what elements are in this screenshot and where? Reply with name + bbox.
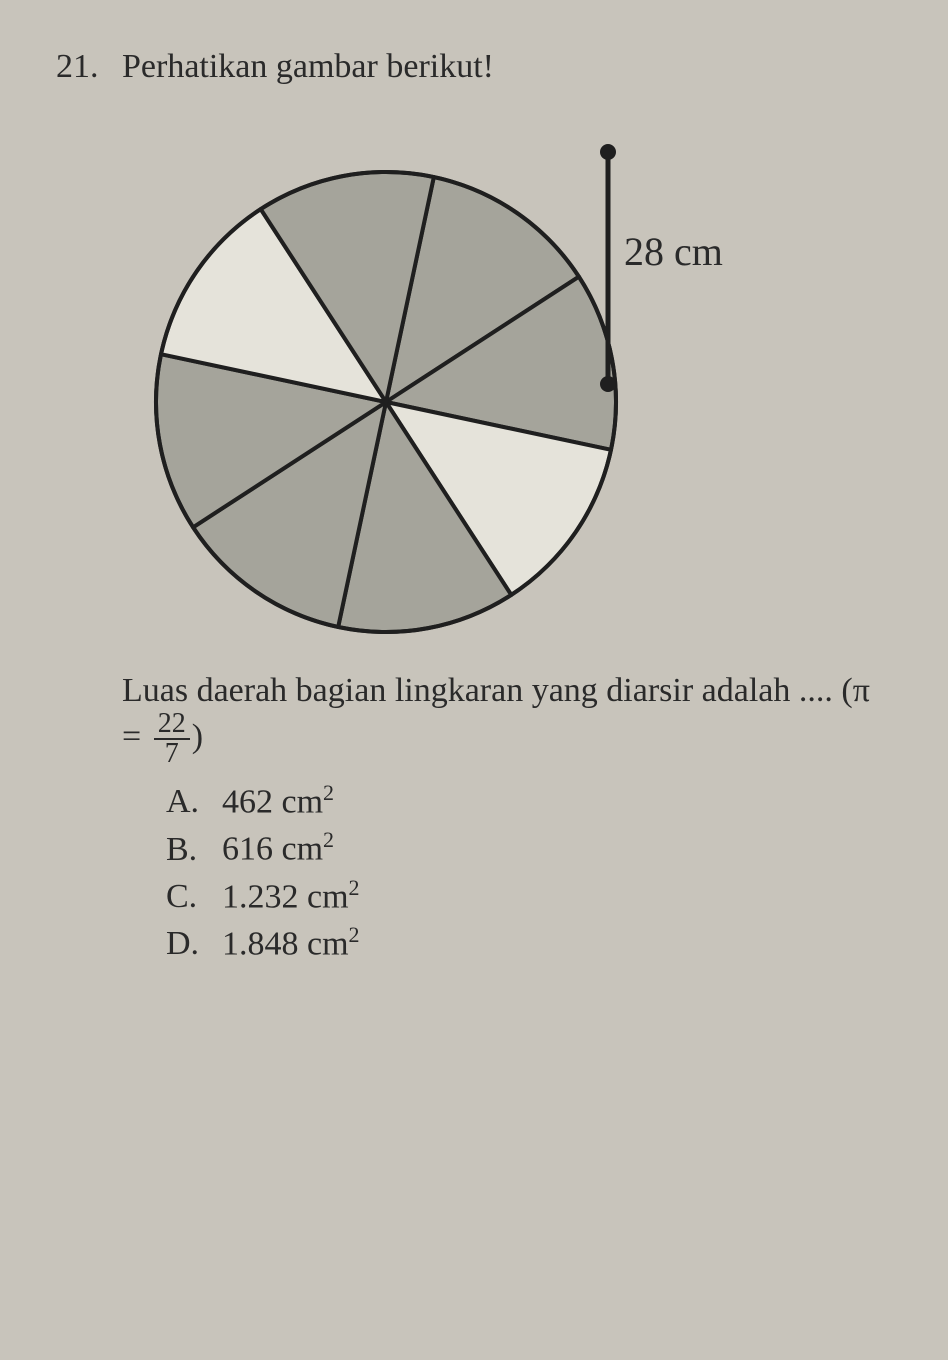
option-a: A. 462 cm2 <box>166 780 892 821</box>
option-letter: B. <box>166 831 222 869</box>
option-value: 1.848 cm2 <box>222 922 360 963</box>
pi-numerator: 22 <box>154 710 190 740</box>
prompt-prefix: Luas daerah bagian lingkaran yang diarsi… <box>122 672 870 755</box>
answer-options: A. 462 cm2 B. 616 cm2 C. 1.232 cm2 D. 1.… <box>166 780 892 963</box>
page: 21. Perhatikan gambar berikut! 28 cm Lua… <box>0 0 948 1017</box>
question-line: 21. Perhatikan gambar berikut! <box>56 48 892 86</box>
option-c: C. 1.232 cm2 <box>166 875 892 916</box>
question-number: 21. <box>56 48 122 86</box>
question-instruction: Perhatikan gambar berikut! <box>122 48 494 86</box>
question-prompt: Luas daerah bagian lingkaran yang diarsi… <box>122 672 892 768</box>
option-value: 462 cm2 <box>222 780 334 821</box>
prompt-suffix: ) <box>192 718 203 755</box>
pie-circle <box>146 152 626 657</box>
option-letter: A. <box>166 783 222 821</box>
option-b: B. 616 cm2 <box>166 827 892 868</box>
pi-denominator: 7 <box>154 740 190 768</box>
option-value: 1.232 cm2 <box>222 875 360 916</box>
radius-label: 28 cm <box>624 228 723 275</box>
option-letter: D. <box>166 925 222 963</box>
pi-fraction: 227 <box>154 710 190 768</box>
option-d: D. 1.848 cm2 <box>166 922 892 963</box>
option-value: 616 cm2 <box>222 827 334 868</box>
figure-area: 28 cm <box>146 112 892 652</box>
option-letter: C. <box>166 878 222 916</box>
pie-svg <box>146 152 626 652</box>
